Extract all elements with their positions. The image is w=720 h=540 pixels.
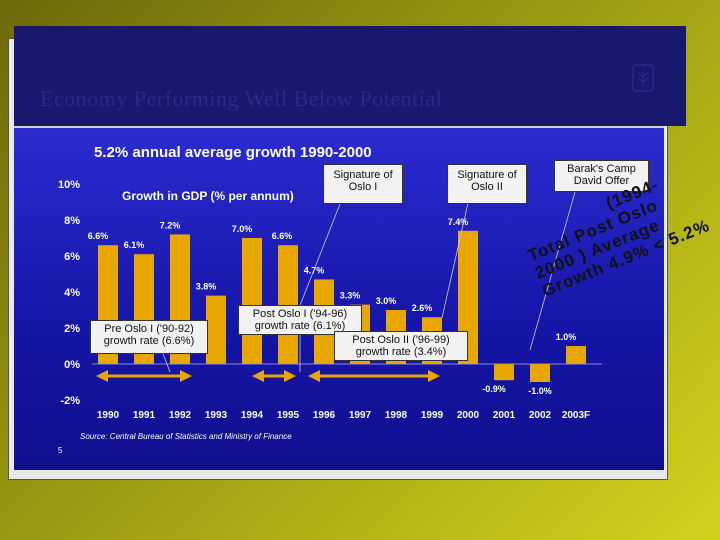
bar-value-label: 3.3% (340, 291, 361, 301)
chart-source: Source: Central Bureau of Statistics and… (80, 432, 292, 441)
bar-value-label: -0.9% (482, 384, 506, 394)
callout-post-oslo-2: Post Oslo II ('96-99) growth rate (3.4%) (334, 331, 468, 361)
bar-value-label: 7.0% (232, 224, 253, 234)
callout-pointer (441, 193, 471, 319)
y-tick-label: 10% (58, 179, 80, 191)
bar-2002 (530, 364, 550, 382)
x-tick-label: 1990 (97, 410, 120, 421)
slide-title: Economy Performing Well Below Potential (40, 86, 443, 111)
y-tick-label: 2% (64, 323, 80, 335)
y-tick-label: -2% (60, 395, 80, 407)
title-bar (14, 26, 686, 126)
bar-value-label: 3.0% (376, 296, 397, 306)
chart-subtitle: 5.2% annual average growth 1990-2000 (94, 144, 372, 161)
x-tick-label: 1998 (385, 410, 408, 421)
bar-value-label: 2.6% (412, 303, 433, 313)
bar-2003F (566, 346, 586, 364)
arrow-pre-oslo-head-right (180, 370, 192, 382)
x-tick-label: 2003F (562, 410, 590, 421)
arrow-pre-oslo-head-left (96, 370, 108, 382)
x-tick-label: 1993 (205, 410, 228, 421)
bar-2000 (458, 230, 478, 364)
y-tick-label: 4% (64, 287, 80, 299)
bar-value-label: 6.6% (88, 231, 109, 241)
callout-post-oslo-1: Post Oslo I ('94-96) growth rate (6.1%) (238, 305, 362, 335)
arrow-post-oslo-2-head-right (428, 370, 440, 382)
x-tick-label: 1995 (277, 410, 300, 421)
y-tick-label: 6% (64, 251, 80, 263)
x-tick-label: 2002 (529, 410, 552, 421)
x-tick-label: 1997 (349, 410, 372, 421)
bar-2001 (494, 364, 514, 381)
arrow-post-oslo-1-head-right (284, 370, 296, 382)
chart-title: Growth in GDP (% per annum) (122, 189, 294, 203)
bar-value-label: 6.6% (272, 231, 293, 241)
x-tick-label: 2001 (493, 410, 516, 421)
bar-1993 (206, 295, 226, 364)
y-tick-label: 8% (64, 215, 80, 227)
x-tick-label: 2000 (457, 410, 480, 421)
y-tick-label: 0% (64, 359, 80, 371)
x-tick-label: 1994 (241, 410, 264, 421)
page-number: 5 (58, 446, 63, 455)
callout-pre-oslo: Pre Oslo I ('90-92) growth rate (6.6%) (90, 320, 208, 354)
callout-pointer (529, 191, 576, 351)
bar-value-label: 6.1% (124, 240, 145, 250)
emblem-icon (632, 64, 654, 92)
x-tick-label: 1992 (169, 410, 192, 421)
callout-camp-david: Barak's Camp David Offer (554, 160, 649, 192)
x-tick-label: 1991 (133, 410, 156, 421)
title-divider (14, 126, 664, 128)
bar-value-label: -1.0% (528, 386, 552, 396)
callout-pointer (294, 203, 341, 319)
bar-value-label: 7.2% (160, 220, 181, 230)
bar-value-label: 3.8% (196, 282, 217, 292)
arrow-post-oslo-2-head-left (308, 370, 320, 382)
bar-value-label: 1.0% (556, 332, 577, 342)
x-tick-label: 1996 (313, 410, 336, 421)
x-tick-label: 1999 (421, 410, 444, 421)
bar-1994 (242, 238, 262, 364)
callout-signature-oslo-2: Signature of Oslo II (447, 164, 527, 204)
arrow-post-oslo-1-head-left (252, 370, 264, 382)
bar-value-label: 7.4% (448, 217, 469, 227)
callout-signature-oslo-1: Signature of Oslo I (323, 164, 403, 204)
